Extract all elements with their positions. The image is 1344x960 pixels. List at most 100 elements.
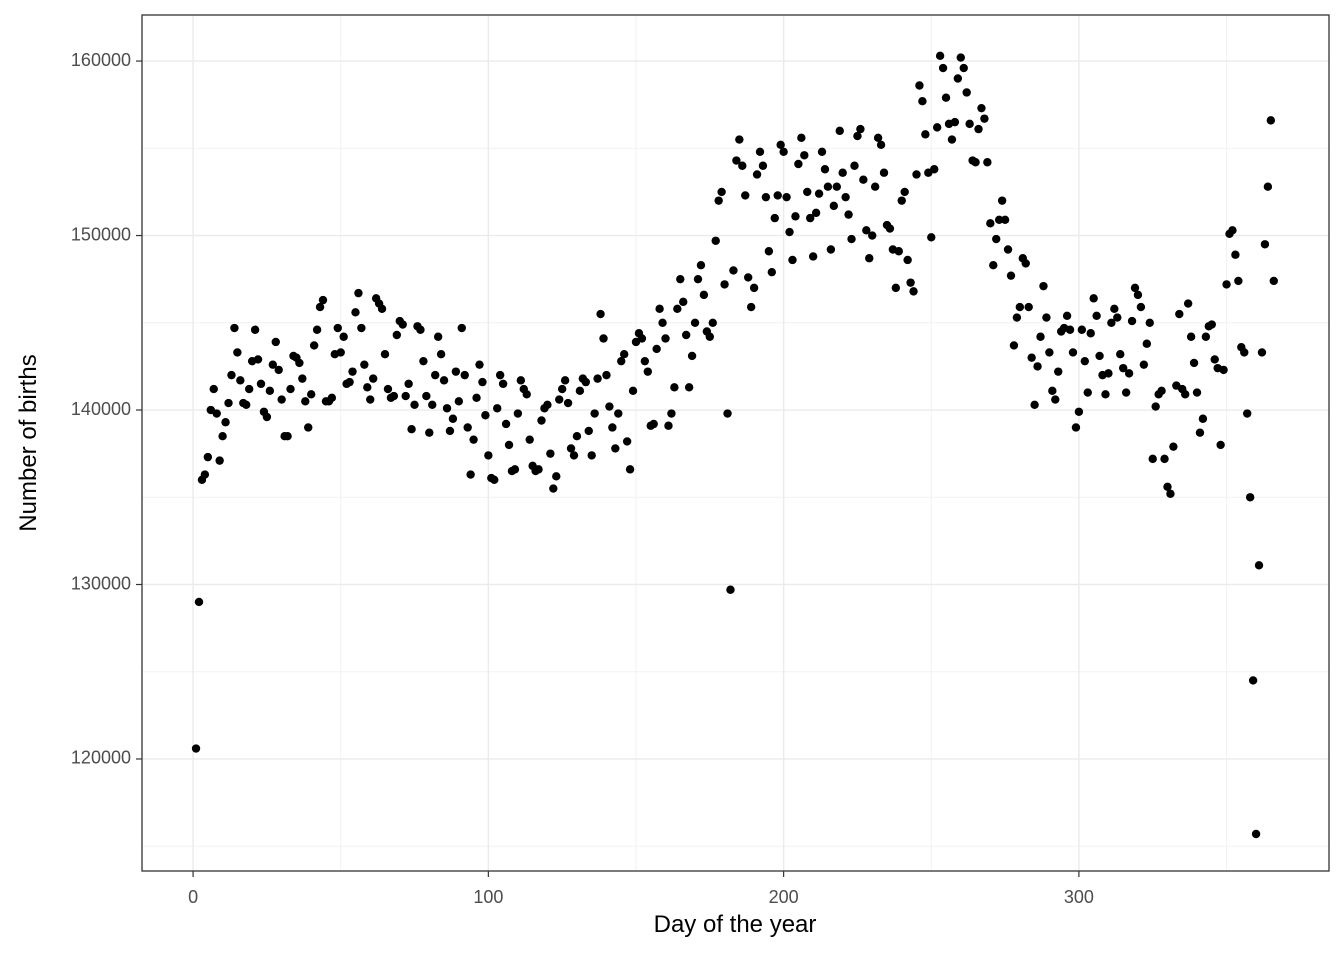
point: [493, 404, 502, 413]
point: [543, 400, 552, 409]
point: [593, 374, 602, 383]
point: [915, 81, 924, 90]
point: [230, 323, 239, 333]
point: [930, 165, 939, 174]
point: [557, 384, 567, 394]
point: [983, 158, 992, 167]
point: [1068, 348, 1078, 357]
point: [735, 135, 744, 144]
point: [516, 376, 526, 385]
point: [1089, 294, 1098, 303]
point: [236, 376, 245, 385]
point: [1243, 409, 1252, 418]
point: [909, 287, 918, 296]
point: [1198, 414, 1208, 423]
point: [779, 147, 788, 156]
point: [309, 341, 319, 350]
point: [832, 182, 841, 191]
points: [191, 51, 1278, 839]
point: [658, 318, 667, 327]
point: [495, 370, 505, 380]
point: [1207, 320, 1216, 329]
point: [256, 379, 266, 389]
point: [1175, 309, 1184, 319]
point: [841, 192, 850, 202]
point: [1080, 356, 1090, 366]
point: [318, 295, 328, 305]
point: [953, 74, 963, 83]
y-axis-title: Number of births: [15, 354, 42, 531]
point: [1110, 304, 1119, 314]
point: [1083, 388, 1092, 397]
point: [363, 383, 372, 392]
point: [295, 358, 304, 368]
point: [673, 304, 682, 314]
point: [534, 465, 543, 474]
point: [885, 224, 895, 233]
point: [1133, 290, 1143, 300]
point: [1189, 358, 1199, 368]
point: [581, 377, 590, 387]
point: [690, 318, 700, 327]
point: [546, 449, 555, 458]
point: [572, 431, 582, 441]
point: [454, 397, 464, 406]
point: [676, 274, 685, 284]
point: [670, 383, 679, 392]
x-tick-label: 200: [769, 887, 799, 907]
point: [1033, 362, 1042, 371]
point: [599, 334, 608, 343]
point: [1006, 271, 1016, 280]
point: [797, 133, 806, 143]
point: [619, 349, 629, 359]
point: [679, 297, 688, 307]
point: [304, 423, 313, 432]
point: [838, 168, 847, 177]
point: [522, 390, 531, 399]
point: [563, 398, 573, 408]
point: [555, 395, 564, 404]
point: [233, 348, 242, 357]
point: [575, 386, 585, 396]
point: [1104, 369, 1113, 378]
point: [253, 355, 263, 364]
point: [808, 252, 818, 261]
point: [1260, 240, 1270, 249]
point: [738, 161, 747, 170]
point: [1101, 390, 1110, 399]
point: [602, 370, 611, 380]
point: [622, 437, 632, 446]
point: [723, 409, 732, 418]
point: [481, 411, 490, 420]
point: [891, 283, 901, 293]
point: [959, 63, 968, 73]
point: [1086, 329, 1095, 338]
point: [584, 426, 593, 436]
point: [791, 212, 800, 221]
point: [794, 159, 803, 169]
point: [504, 440, 514, 450]
point: [1062, 311, 1072, 321]
point: [277, 395, 286, 404]
point: [587, 451, 596, 460]
point: [401, 391, 410, 401]
point: [1045, 348, 1054, 357]
point: [552, 472, 561, 481]
point: [283, 431, 292, 441]
point: [501, 419, 511, 429]
point: [752, 170, 762, 179]
point: [339, 332, 348, 341]
point: [947, 135, 957, 144]
point: [1039, 281, 1048, 291]
point: [1124, 369, 1134, 378]
point: [758, 161, 768, 170]
point: [445, 426, 455, 436]
point: [448, 414, 458, 423]
y-tick-label: 120000: [71, 748, 131, 768]
point: [475, 360, 484, 369]
point: [469, 435, 478, 444]
point: [640, 356, 650, 366]
point: [416, 325, 425, 334]
point: [1195, 428, 1205, 437]
point: [306, 390, 316, 399]
